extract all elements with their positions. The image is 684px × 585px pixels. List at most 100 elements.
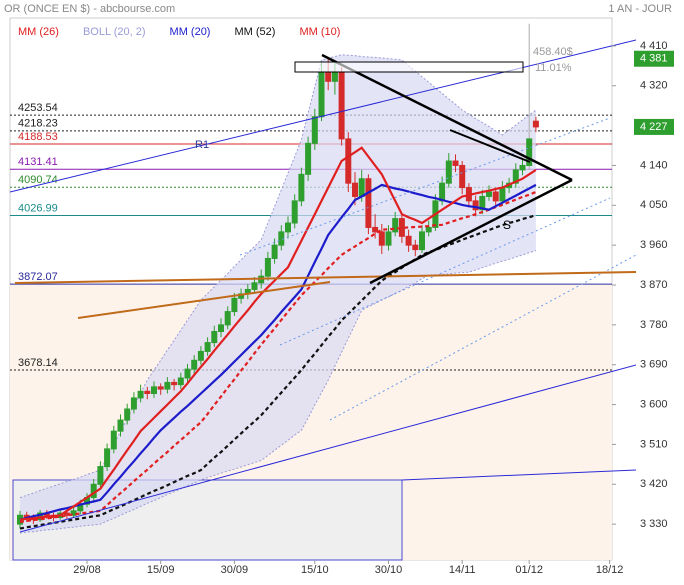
y-tick-label: 4 140	[640, 159, 668, 171]
candle-body	[305, 142, 312, 175]
candle-body	[224, 311, 231, 326]
legend-entry: MM (10)	[299, 26, 340, 38]
candle-body	[385, 231, 392, 246]
y-tick-label: 3 330	[640, 518, 668, 530]
level-label: 4253.54	[18, 102, 58, 114]
legend-entry: MM (26)	[18, 26, 59, 38]
legend-entry: MM (52)	[234, 26, 275, 38]
candle-body	[211, 331, 218, 344]
candle-body	[110, 430, 117, 450]
x-tick-label: 15/10	[301, 564, 329, 576]
legend-entry: MM (20)	[170, 26, 211, 38]
candle-body	[459, 164, 466, 189]
candle-body	[291, 200, 298, 224]
candle-body	[439, 182, 446, 202]
moving-average	[19, 183, 537, 521]
candle-body	[97, 466, 104, 485]
channel-line	[19, 364, 637, 533]
moving-average	[19, 214, 537, 530]
channel-line	[401, 469, 637, 481]
candle-body	[479, 195, 486, 211]
candle-body	[164, 381, 171, 390]
chart-title: OR (ONCE EN $) - abcbourse.com	[4, 3, 175, 15]
high-box	[294, 61, 524, 73]
x-tick-label: 29/08	[73, 564, 101, 576]
bollinger-fill	[20, 54, 536, 534]
candle-body	[486, 191, 492, 197]
candle-body	[264, 257, 271, 277]
moving-average	[19, 146, 537, 521]
candle-body	[519, 164, 526, 171]
level-label: 4026.99	[18, 202, 58, 214]
triangle-line	[321, 53, 573, 182]
moving-average	[19, 190, 537, 523]
y-tick-label: 3 420	[640, 478, 668, 490]
candle-body	[331, 71, 338, 82]
candle-body	[412, 244, 419, 251]
annotation: R1	[195, 139, 209, 151]
level-label: 4218.23	[18, 118, 58, 130]
channel-line	[9, 39, 637, 193]
candle-body	[251, 282, 258, 290]
candle-body	[104, 448, 111, 468]
candle-body	[472, 200, 479, 211]
level-label: 4090.74	[18, 174, 58, 186]
candle-body	[392, 218, 399, 233]
candle-body	[325, 71, 332, 82]
triangle-line	[449, 129, 531, 163]
annotation: 11.01%	[535, 62, 572, 74]
candle-body	[218, 324, 224, 333]
candle-body	[405, 235, 412, 246]
y-tick-label: 3 870	[640, 279, 668, 291]
candle-body	[338, 71, 345, 140]
x-tick-label: 30/09	[221, 564, 249, 576]
candle-body	[197, 350, 204, 361]
level-label: 3872.07	[18, 271, 58, 283]
x-tick-label: 18/12	[596, 564, 624, 576]
candle-body	[512, 169, 519, 184]
y-tick-label: 3 510	[640, 438, 668, 450]
candle-body	[532, 120, 539, 128]
level-label: 4188.53	[18, 131, 58, 143]
candle-body	[177, 377, 184, 386]
candle-body	[137, 390, 144, 399]
level-label: 4131.41	[18, 156, 58, 168]
y-tick-label: 3 960	[640, 239, 668, 251]
candle-body	[204, 342, 211, 352]
price-box-label: 4 381	[640, 53, 668, 65]
candle-body	[298, 173, 305, 202]
candle-body	[184, 368, 191, 379]
candle-body	[278, 231, 285, 246]
candle-body	[311, 116, 318, 144]
level-label: 3678.14	[18, 357, 58, 369]
candle-body	[318, 71, 325, 118]
candle-body	[452, 160, 459, 166]
candle-body	[492, 191, 499, 202]
annotation: S	[503, 218, 511, 232]
candle-body	[117, 419, 124, 432]
y-tick-label: 4 410	[640, 40, 668, 52]
price-box	[634, 50, 674, 67]
candle-body	[144, 390, 151, 395]
x-tick-label: 01/12	[515, 564, 543, 576]
candle-body	[285, 222, 291, 233]
candle-body	[171, 381, 178, 386]
orange-line	[77, 281, 331, 319]
drawings	[9, 39, 637, 533]
y-tick-label: 3 690	[640, 359, 668, 371]
price-box-label: 4 227	[640, 121, 668, 133]
candle-body	[130, 397, 137, 410]
candle-body	[358, 178, 365, 197]
candle-body	[419, 231, 425, 251]
y-tick-label: 4 320	[640, 80, 668, 92]
candle-body	[191, 359, 198, 370]
candle-body	[372, 226, 379, 233]
candle-body	[157, 386, 164, 390]
channel-dotted	[239, 117, 611, 256]
x-tick-label: 15/09	[147, 564, 175, 576]
y-tick-label: 4 050	[640, 199, 668, 211]
candle-body	[151, 386, 157, 395]
candle-body	[378, 231, 385, 246]
